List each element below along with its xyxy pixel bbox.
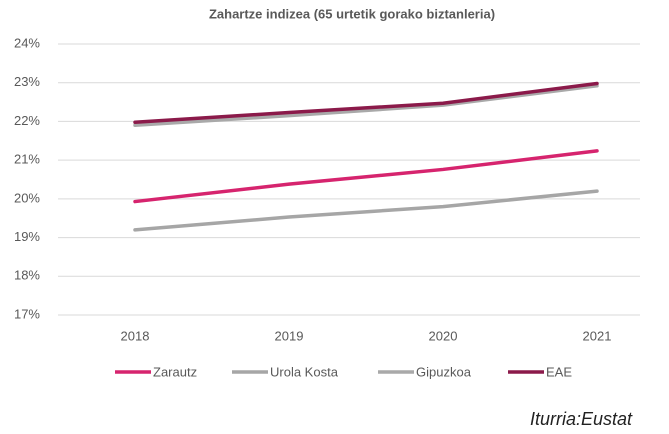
x-tick-label: 2018	[121, 328, 150, 343]
y-tick-label: 22%	[14, 113, 40, 128]
y-tick-label: 18%	[14, 268, 40, 283]
legend-label: Gipuzkoa	[416, 364, 472, 379]
chart-title: Zahartze indizea (65 urtetik gorako bizt…	[209, 6, 495, 21]
source-note: Iturria:Eustat	[530, 409, 633, 429]
y-tick-label: 21%	[14, 152, 40, 167]
series-line	[133, 84, 599, 128]
legend-label: EAE	[546, 364, 572, 379]
series-line	[133, 149, 599, 204]
y-tick-label: 23%	[14, 74, 40, 89]
y-tick-label: 17%	[14, 306, 40, 321]
series-line	[133, 81, 599, 124]
x-tick-label: 2019	[275, 328, 304, 343]
y-tick-label: 19%	[14, 229, 40, 244]
y-tick-label: 20%	[14, 190, 40, 205]
series-line	[133, 189, 599, 232]
x-tick-label: 2020	[429, 328, 458, 343]
y-tick-label: 24%	[14, 35, 40, 50]
x-tick-label: 2021	[583, 328, 612, 343]
legend-label: Urola Kosta	[270, 364, 339, 379]
legend-label: Zarautz	[153, 364, 197, 379]
